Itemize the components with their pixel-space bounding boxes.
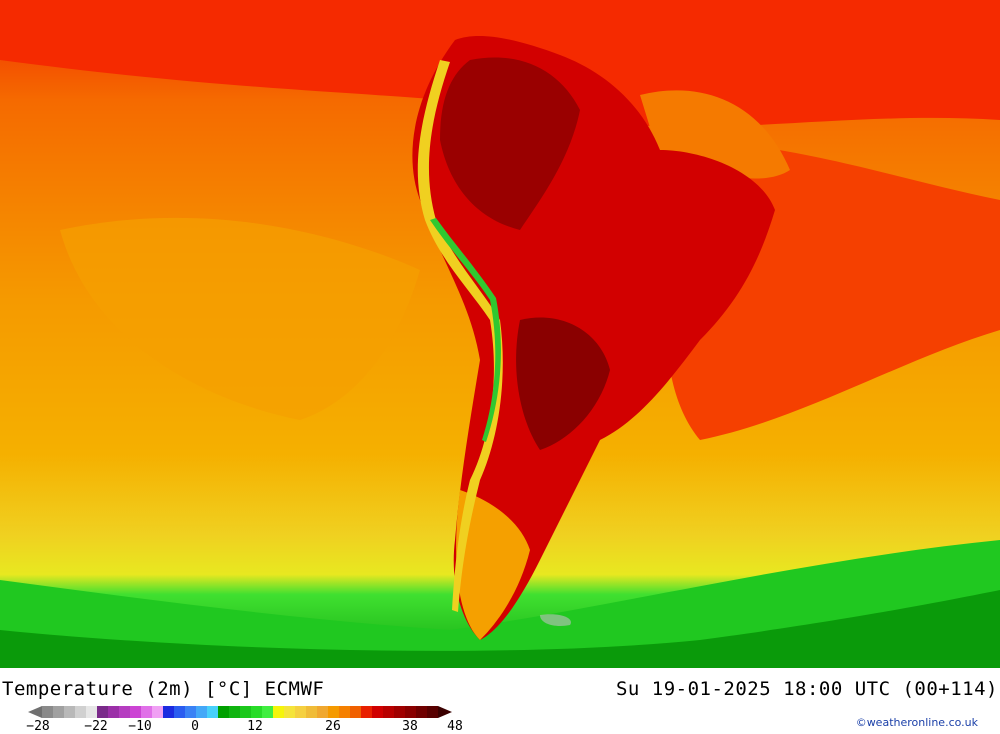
legend-swatch [328,706,339,718]
legend-swatch [218,706,229,718]
falklands [540,614,571,626]
patagonia [456,490,530,640]
legend-swatch [119,706,130,718]
legend-tick-label: 0 [191,719,199,734]
legend-swatch [163,706,174,718]
legend-swatch [229,706,240,718]
legend-swatch [372,706,383,718]
legend-swatch [350,706,361,718]
pacific-orange [60,217,420,420]
legend-swatch [273,706,284,718]
legend-swatch [196,706,207,718]
temperature-map [0,0,1000,668]
legend-tick-label: −10 [128,719,152,734]
legend-swatch [306,706,317,718]
legend-tick-label: 48 [447,719,463,734]
legend-arrow-left [28,706,42,718]
legend-tick-label: 12 [247,719,263,734]
legend-swatch [383,706,394,718]
map-title: Temperature (2m) [°C] ECMWF [2,678,325,700]
legend-tick-label: −22 [84,719,108,734]
color-legend [28,706,452,718]
legend-swatch [141,706,152,718]
legend-swatch [130,706,141,718]
interior-hot [516,317,610,450]
footer-bar [0,668,1000,733]
legend-swatch [262,706,273,718]
credit-link[interactable]: ©weatheronline.co.uk [855,716,978,729]
legend-swatch [295,706,306,718]
legend-swatch [207,706,218,718]
legend-swatch [240,706,251,718]
legend-swatch [394,706,405,718]
legend-swatch [317,706,328,718]
andes-range [417,60,503,612]
legend-swatch [108,706,119,718]
legend-tick-label: −28 [26,719,50,734]
legend-swatch [185,706,196,718]
legend-arrow-right [438,706,452,718]
legend-swatch [97,706,108,718]
legend-swatch [427,706,438,718]
legend-swatch [86,706,97,718]
legend-tick-label: 38 [402,719,418,734]
amazon-hot [440,57,580,230]
map-timestamp: Su 19-01-2025 18:00 UTC (00+114) [615,678,998,700]
legend-swatch [251,706,262,718]
southern-colder [0,590,1000,668]
andes-cold [430,218,501,442]
legend-swatch [416,706,427,718]
legend-swatch [42,706,53,718]
legend-swatch [405,706,416,718]
legend-swatch [53,706,64,718]
legend-swatch [64,706,75,718]
legend-swatch [152,706,163,718]
legend-swatch [284,706,295,718]
legend-swatch [339,706,350,718]
legend-swatch [361,706,372,718]
legend-tick-label: 26 [325,719,341,734]
legend-swatch [75,706,86,718]
legend-swatch [174,706,185,718]
